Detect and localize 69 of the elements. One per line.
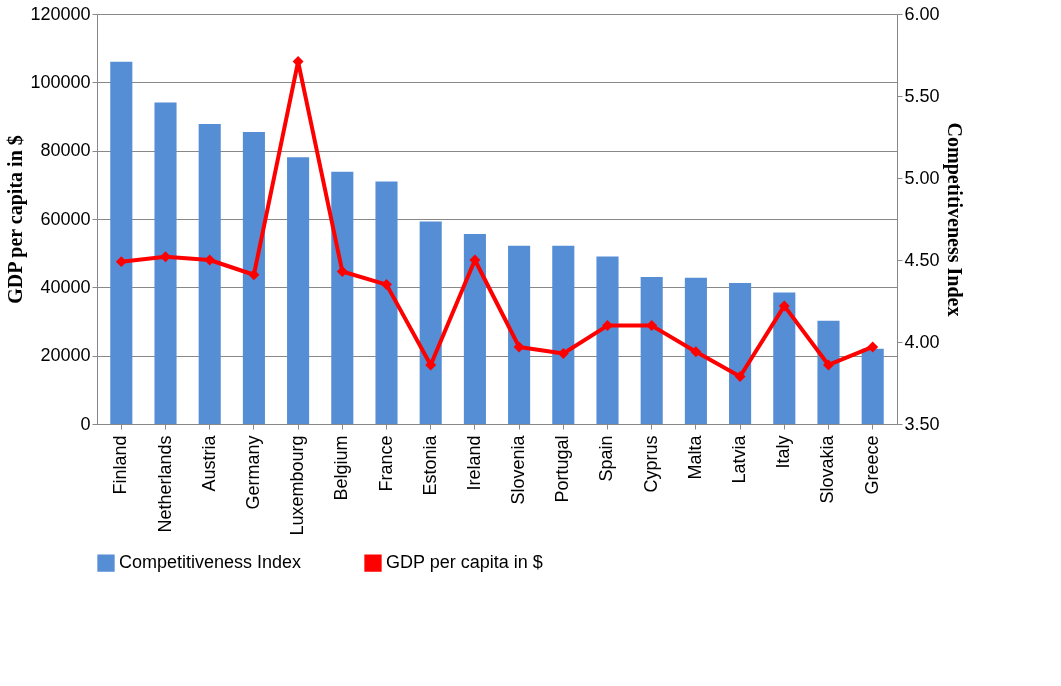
legend-label: GDP per capita in $ xyxy=(386,552,543,573)
bar xyxy=(817,320,840,424)
x-tick-label: Portugal xyxy=(552,435,573,503)
point xyxy=(690,346,702,358)
bar xyxy=(110,61,133,424)
bar xyxy=(861,348,884,424)
point xyxy=(204,254,216,266)
y2-tick-label: 3.50 xyxy=(904,413,940,434)
point xyxy=(602,320,613,332)
bar xyxy=(419,221,442,424)
bar xyxy=(198,124,221,424)
y-tick-label: 120000 xyxy=(30,3,91,24)
point xyxy=(867,341,879,353)
x-tick-label: Spain xyxy=(596,435,617,482)
x-tick-label: Finland xyxy=(110,435,131,495)
bar xyxy=(154,102,177,424)
point xyxy=(248,269,260,281)
y2-tick-label: 6.00 xyxy=(904,3,940,24)
point xyxy=(336,266,348,277)
y-tick-label: 0 xyxy=(80,413,91,434)
y-tick-label: 80000 xyxy=(40,140,91,161)
y2-tick-label: 4.50 xyxy=(904,249,940,270)
x-tick-label: Slovakia xyxy=(817,434,838,504)
y-tick-label: 100000 xyxy=(30,71,91,92)
bar xyxy=(287,157,310,424)
x-tick-label: Luxembourg xyxy=(287,435,308,536)
x-tick-label: Austria xyxy=(198,434,219,492)
legend-label: Competitiveness Index xyxy=(119,552,302,573)
bar xyxy=(773,292,796,424)
y2-tick-label: 4.00 xyxy=(904,331,940,352)
point xyxy=(513,341,525,353)
point xyxy=(734,370,746,382)
bar xyxy=(375,181,398,424)
bar xyxy=(552,245,575,424)
y-tick-label: 60000 xyxy=(40,208,91,229)
x-tick-label: France xyxy=(375,435,396,492)
point xyxy=(557,348,569,359)
y2-tick-label: 5.00 xyxy=(904,167,940,188)
x-tick-label: Greece xyxy=(861,435,882,495)
bar xyxy=(242,131,265,424)
x-tick-label: Malta xyxy=(684,434,705,480)
bar xyxy=(508,245,531,424)
bar xyxy=(596,256,619,424)
x-tick-label: Netherlands xyxy=(154,435,175,533)
y2-tick-label: 5.50 xyxy=(904,85,940,106)
y-axis-title: GDP per capita in $ xyxy=(4,135,28,304)
y2-axis-title: Competitiveness Index xyxy=(942,122,966,317)
x-tick-label: Italy xyxy=(773,435,794,469)
point xyxy=(381,279,392,291)
bar xyxy=(684,277,707,424)
point xyxy=(160,251,171,263)
point xyxy=(115,256,127,268)
point xyxy=(778,300,790,312)
point xyxy=(425,359,437,371)
point xyxy=(469,254,481,266)
y-tick-label: 40000 xyxy=(40,276,91,297)
bar xyxy=(640,277,663,424)
bar xyxy=(463,234,486,424)
x-tick-label: Belgium xyxy=(331,435,352,501)
x-tick-label: Cyprus xyxy=(640,435,661,493)
bar xyxy=(729,282,752,424)
point xyxy=(823,359,834,371)
x-tick-label: Slovenia xyxy=(508,434,529,505)
y-tick-label: 20000 xyxy=(40,345,91,366)
x-tick-label: Estonia xyxy=(419,434,440,496)
x-tick-label: Ireland xyxy=(463,435,484,491)
x-tick-label: Germany xyxy=(242,435,263,510)
x-tick-label: Latvia xyxy=(729,434,750,484)
bar xyxy=(331,171,354,424)
